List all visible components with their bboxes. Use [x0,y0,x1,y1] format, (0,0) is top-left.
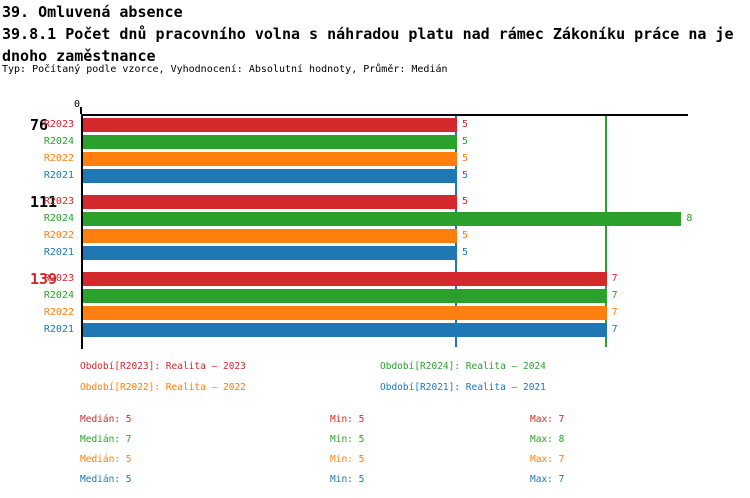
group-label: 139 [30,269,58,288]
axis-tick-zero-mark [80,107,82,114]
bar-value: 5 [462,153,469,165]
plot-area: 76 R2023 5 R2024 5 R2022 5 R2021 5 111 R2023 5 R2024… [30,116,692,349]
bar [83,134,457,149]
page-title: 39. Omluvená absence [2,3,183,21]
series-label: R2022 [43,230,74,242]
series-label: R2024 [43,212,74,224]
stat-min: Min: 5 [330,414,365,425]
legend: Období[R2023]: Realita – 2023 Období[R202… [0,361,750,403]
stat-max: Max: 7 [530,474,565,485]
stat-max: Max: 7 [530,414,565,425]
bar-value: 5 [462,118,469,130]
bar-value: 7 [611,324,618,336]
indicator-title-wrap: dnoho zaměstnance [2,47,156,65]
stat-median: Medián: 5 [80,414,132,425]
series-label: R2024 [43,289,74,301]
series-label: R2021 [43,170,74,182]
meta-line: Typ: Počítaný podle vzorce, Vyhodnocení:… [2,64,448,75]
bar [83,246,457,261]
bar [83,288,607,303]
stat-max: Max: 8 [530,434,565,445]
stat-min: Min: 5 [330,434,365,445]
stat-max: Max: 7 [530,454,565,465]
stat-min: Min: 5 [330,454,365,465]
series-label: R2021 [43,247,74,259]
bar [83,194,457,209]
group-label: 76 [30,115,49,134]
bar-value: 5 [462,170,469,182]
bar [83,169,457,184]
bar [83,271,607,286]
bar-value: 7 [611,307,618,319]
bar-value: 7 [611,272,618,284]
bar-value: 7 [611,289,618,301]
legend-item: Období[R2022]: Realita – 2022 [80,382,246,393]
bar [83,211,682,226]
legend-item: Období[R2023]: Realita – 2023 [80,361,246,372]
series-label: R2022 [43,153,74,165]
series-label: R2022 [43,307,74,319]
series-label: R2024 [43,135,74,147]
stats-table: Medián: 5 Min: 5 Max: 7 Medián: 7 Min: 5 Max:… [0,414,750,498]
stat-median: Medián: 7 [80,434,132,445]
group-label: 111 [30,192,58,211]
bar-value: 8 [686,212,693,224]
stat-median: Medián: 5 [80,474,132,485]
bar-value: 5 [462,247,469,259]
series-label: R2023 [43,195,74,207]
bar [83,229,457,244]
legend-item: Období[R2021]: Realita – 2021 [380,382,546,393]
bar-chart: 0 76 R2023 5 R2024 5 R2022 5 R2021 5 111 R2023 5 R20… [30,99,692,349]
axis-tick-zero-label: 0 [73,99,81,110]
stat-median: Medián: 5 [80,454,132,465]
bar [83,117,457,132]
bar-value: 5 [462,135,469,147]
stat-min: Min: 5 [330,474,365,485]
reference-line-median [604,116,607,347]
bar [83,323,607,338]
series-label: R2023 [43,118,74,130]
bar-value: 5 [462,230,469,242]
series-label: R2021 [43,324,74,336]
bar-value: 5 [462,195,469,207]
series-label: R2023 [43,272,74,284]
legend-item: Období[R2024]: Realita – 2024 [380,361,546,372]
indicator-title: 39.8.1 Počet dnů pracovního volna s náhr… [2,25,734,43]
bar [83,306,607,321]
bar [83,152,457,167]
